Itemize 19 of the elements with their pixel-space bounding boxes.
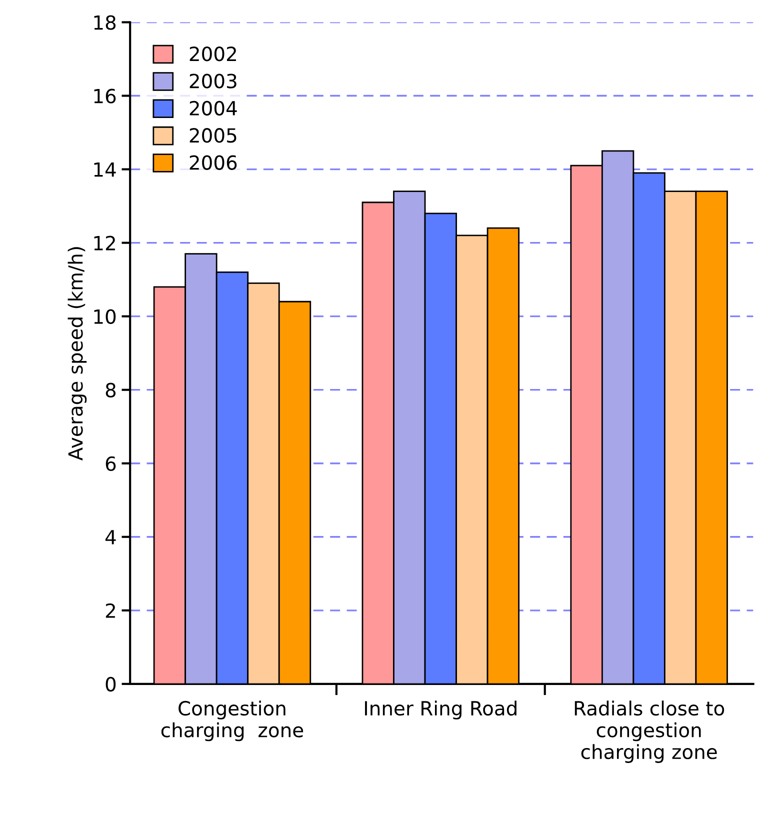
x-tick-label: Congestion charging zone [161,700,304,742]
y-tick-label: 16 [94,88,116,104]
y-tick-label: 2 [106,603,115,618]
y-tick-label: 8 [106,382,116,398]
y-tick-label: 6 [106,456,116,472]
y-tick-label: 12 [94,236,115,250]
x-tick-label: Inner Ring Road [365,700,516,720]
y-tick-label: 10 [94,309,116,324]
legend-label: 2002 [190,46,236,62]
y-axis-title: Average speed (km/h) [68,247,87,461]
y-tick-label: 4 [105,530,116,544]
legend-label: 2005 [190,128,236,143]
legend-label: 2003 [190,74,236,88]
legend-label: 2004 [190,100,237,116]
x-tick-label: Radials close to congestion charging zone [574,700,724,763]
y-tick-label: 18 [94,15,116,30]
y-tick-label: 14 [94,162,116,177]
legend-label: 2006 [190,155,237,170]
y-tick-label: 0 [106,676,116,692]
